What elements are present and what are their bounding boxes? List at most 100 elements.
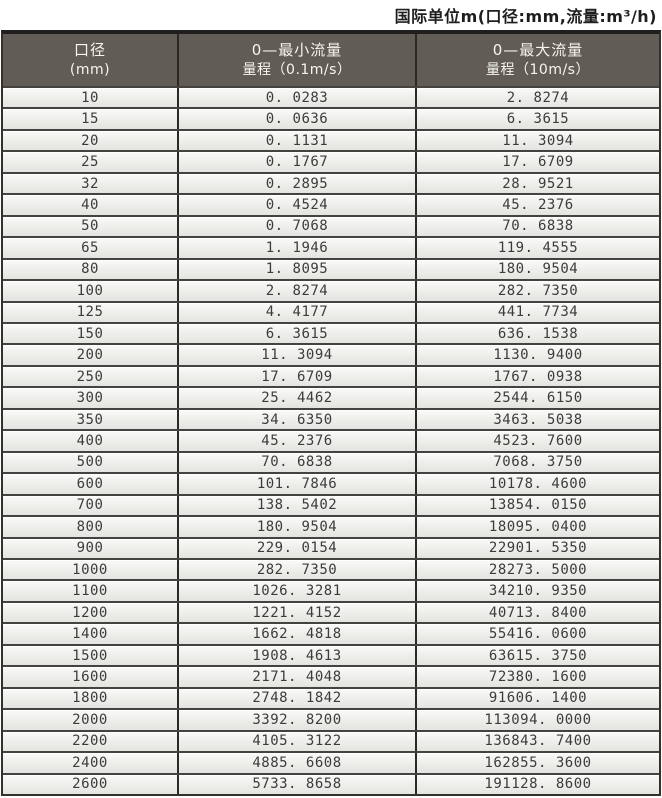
cell-min-flow: 2. 8274 [177,281,415,301]
cell-diameter: 32 [81,175,99,192]
table-row: 1400 1662. 4818 55416. 0600 [3,622,659,644]
cell-diameter: 10 [81,89,99,106]
cell-max-flow: 191128. 8600 [415,774,659,794]
cell-max-flow: 18095. 0400 [415,517,659,537]
table-row: 250 17. 6709 1767. 0938 [3,364,659,387]
table-row: 500 70. 6838 7068. 3750 [3,450,659,473]
cell-min-flow: 1662. 4818 [177,624,415,644]
cell-max-flow: 1767. 0938 [415,366,659,387]
cell-min-flow: 0. 1131 [177,130,415,151]
cell-diameter: 200 [76,347,104,364]
cell-max-flow: 636. 1538 [415,323,659,344]
cell-min-flow: 6. 3615 [177,323,415,344]
table-row: 700 138. 5402 13854. 0150 [3,493,659,516]
table-row: 1800 2748. 1842 91606. 1400 [3,686,659,709]
cell-diameter: 65 [81,239,99,256]
cell-max-flow: 282. 7350 [415,281,659,301]
cell-diameter: 40 [81,196,99,213]
cell-diameter: 700 [76,497,104,514]
table-row: 2000 3392. 8200 113094. 0000 [3,708,659,730]
cell-min-flow: 4885. 6608 [177,753,415,773]
column-header-diameter-line2: (mm) [69,61,111,78]
cell-min-flow: 1908. 4613 [177,645,415,666]
cell-min-flow: 0. 7068 [177,216,415,237]
table-row: 65 1. 1946 119. 4555 [3,236,659,258]
column-header-diameter: 口径 (mm) [3,34,177,86]
cell-diameter: 20 [81,132,99,149]
cell-min-flow: 34. 6350 [177,409,415,430]
cell-max-flow: 17. 6709 [415,152,659,172]
column-header-min-flow-line1: 0—最小流量 [251,41,343,60]
table-row: 100 2. 8274 282. 7350 [3,279,659,301]
cell-max-flow: 180. 9504 [415,259,659,280]
cell-diameter: 2600 [72,776,108,793]
cell-max-flow: 13854. 0150 [415,495,659,516]
table-row: 1600 2171. 4048 72380. 1600 [3,665,659,687]
cell-min-flow: 0. 0636 [177,109,415,129]
cell-diameter: 1000 [72,561,108,578]
cell-max-flow: 119. 4555 [415,238,659,258]
table-row: 400 45. 2376 4523. 7600 [3,429,659,451]
cell-diameter: 50 [81,218,99,235]
table-row: 32 0. 2895 28. 9521 [3,171,659,194]
cell-diameter: 80 [81,261,99,278]
cell-diameter: 500 [76,454,104,471]
cell-max-flow: 113094. 0000 [415,710,659,730]
cell-diameter: 1400 [72,626,108,643]
table-row: 80 1. 8095 180. 9504 [3,257,659,280]
cell-min-flow: 11. 3094 [177,345,415,365]
table-row: 25 0. 1767 17. 6709 [3,150,659,172]
table-body: 10 0. 0283 2. 8274 15 0. 0636 6. 3615 20 0. 113… [3,86,659,794]
table-row: 20 0. 1131 11. 3094 [3,128,659,151]
cell-diameter: 1100 [72,583,108,600]
cell-diameter: 1600 [72,668,108,685]
cell-max-flow: 28273. 5000 [415,559,659,580]
cell-max-flow: 34210. 9350 [415,581,659,601]
cell-min-flow: 0. 2895 [177,173,415,194]
cell-max-flow: 63615. 3750 [415,645,659,666]
column-header-min-flow-line2: 量程（0.1m/s） [242,61,352,78]
table-row: 10 0. 0283 2. 8274 [3,86,659,108]
cell-diameter: 150 [76,325,104,342]
cell-min-flow: 1. 8095 [177,259,415,280]
table-row: 50 0. 7068 70. 6838 [3,214,659,237]
cell-diameter: 900 [76,540,104,557]
cell-diameter: 600 [76,475,104,492]
table-row: 150 6. 3615 636. 1538 [3,321,659,344]
cell-min-flow: 70. 6838 [177,452,415,473]
cell-min-flow: 2748. 1842 [177,688,415,709]
table-row: 2400 4885. 6608 162855. 3600 [3,751,659,773]
column-header-max-flow-line2: 量程（10m/s） [486,61,590,78]
cell-diameter: 15 [81,111,99,128]
cell-max-flow: 10178. 4600 [415,474,659,494]
cell-diameter: 300 [76,390,104,407]
cell-max-flow: 1130. 9400 [415,345,659,365]
table-row: 2200 4105. 3122 136843. 7400 [3,729,659,752]
cell-diameter: 1500 [72,647,108,664]
table-row: 2600 5733. 8658 191128. 8600 [3,772,659,794]
table-row: 200 11. 3094 1130. 9400 [3,343,659,365]
cell-diameter: 800 [76,518,104,535]
cell-min-flow: 4. 4177 [177,302,415,322]
column-header-max-flow: 0—最大流量 量程（10m/s） [415,34,659,86]
cell-min-flow: 2171. 4048 [177,667,415,687]
table-row: 1200 1221. 4152 40713. 8400 [3,600,659,623]
cell-diameter: 100 [76,282,104,299]
cell-min-flow: 3392. 8200 [177,710,415,730]
cell-max-flow: 2. 8274 [415,88,659,108]
cell-max-flow: 7068. 3750 [415,452,659,473]
cell-min-flow: 101. 7846 [177,474,415,494]
column-header-max-flow-line1: 0—最大流量 [492,41,584,60]
column-header-min-flow: 0—最小流量 量程（0.1m/s） [177,34,415,86]
cell-max-flow: 70. 6838 [415,216,659,237]
table-row: 600 101. 7846 10178. 4600 [3,472,659,494]
cell-min-flow: 0. 4524 [177,195,415,215]
table-row: 125 4. 4177 441. 7734 [3,300,659,322]
cell-min-flow: 180. 9504 [177,517,415,537]
cell-max-flow: 162855. 3600 [415,753,659,773]
cell-max-flow: 3463. 5038 [415,409,659,430]
table-row: 1500 1908. 4613 63615. 3750 [3,643,659,666]
cell-max-flow: 4523. 7600 [415,431,659,451]
cell-max-flow: 136843. 7400 [415,731,659,752]
table-row: 900 229. 0154 22901. 5350 [3,536,659,558]
